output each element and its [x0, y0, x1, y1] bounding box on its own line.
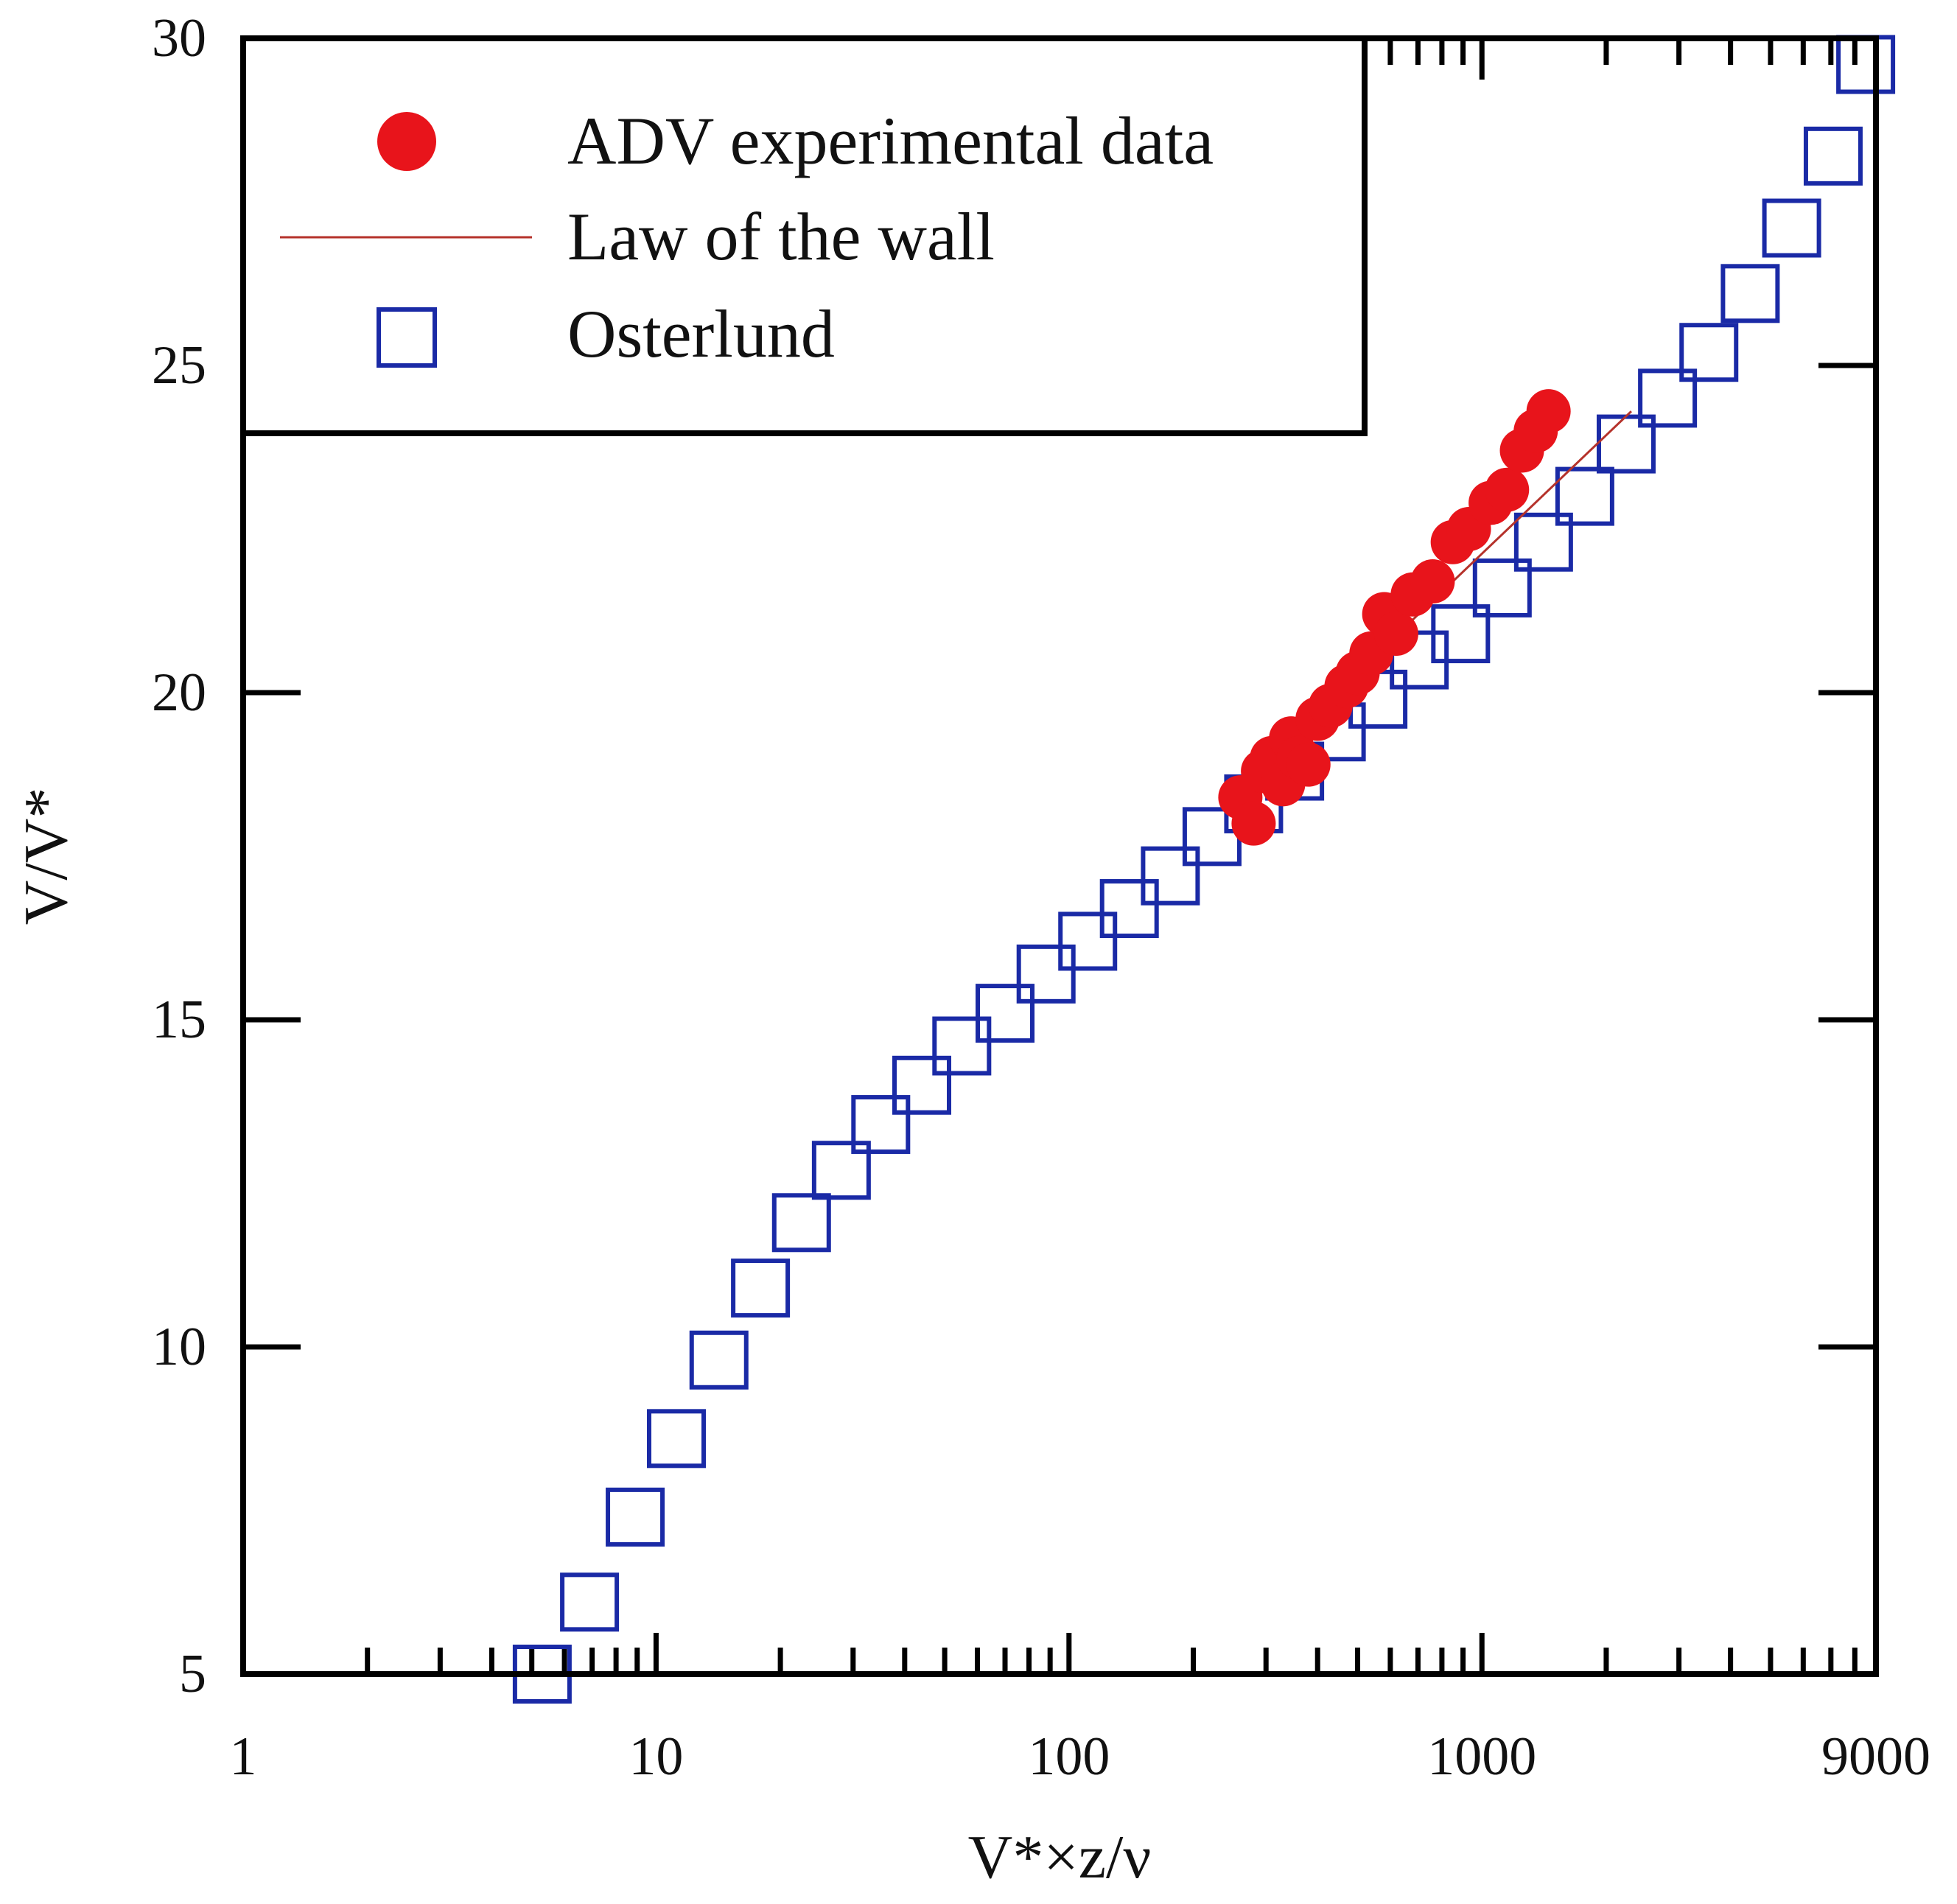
x-tick-labels: 1 10 100 1000 9000 — [230, 1726, 1931, 1787]
osterlund-point — [1141, 846, 1200, 906]
plot-series — [512, 35, 1896, 1704]
legend-adv-marker — [377, 112, 436, 171]
osterlund-point — [811, 1141, 871, 1200]
adv-point — [1373, 612, 1418, 657]
legend-adv-label: ADV experimental data — [567, 103, 1214, 178]
osterlund-point — [1016, 944, 1076, 1004]
x-axis-title: V*×z/ν — [968, 1823, 1152, 1891]
osterlund-point — [1555, 466, 1614, 526]
adv-point — [1286, 742, 1331, 787]
y-tick-labels: 5 10 15 20 25 30 — [152, 8, 206, 1704]
x-tick-label: 1000 — [1427, 1726, 1536, 1787]
y-tick-label: 5 — [179, 1644, 206, 1704]
y-tick-label: 25 — [152, 335, 206, 396]
legend-osterlund-label: Osterlund — [567, 296, 835, 371]
y-tick-label: 30 — [152, 8, 206, 69]
osterlund-point — [1679, 323, 1739, 382]
osterlund-point — [1513, 512, 1573, 572]
adv-point — [1231, 801, 1276, 846]
adv-point — [1485, 467, 1530, 512]
y-tick-label: 20 — [152, 662, 206, 723]
osterlund-point — [1058, 911, 1118, 971]
legend: ADV experimental data Law of the wall Os… — [240, 35, 1368, 436]
osterlund-point — [1472, 558, 1532, 617]
legend-law-label: Law of the wall — [567, 199, 995, 274]
x-tick-label: 10 — [629, 1726, 683, 1787]
osterlund-point — [892, 1055, 952, 1115]
osterlund-point — [731, 1259, 791, 1318]
osterlund-point — [851, 1095, 911, 1155]
osterlund-point — [1638, 368, 1698, 428]
osterlund-point — [1720, 264, 1780, 323]
osterlund-point — [976, 984, 1035, 1043]
x-tick-label: 9000 — [1821, 1726, 1930, 1787]
adv-point — [1526, 389, 1571, 434]
osterlund-point — [1836, 35, 1896, 94]
adv-point — [1410, 559, 1455, 604]
osterlund-point — [689, 1330, 749, 1390]
legend-osterlund-marker — [377, 307, 437, 368]
osterlund-point — [771, 1193, 831, 1253]
osterlund-point — [1099, 879, 1159, 939]
osterlund-point — [1803, 126, 1863, 186]
x-tick-label: 1 — [230, 1726, 257, 1787]
x-tick-label: 100 — [1028, 1726, 1110, 1787]
osterlund-point — [560, 1572, 620, 1632]
osterlund-point — [1182, 807, 1242, 867]
y-axis-title: V/V* — [12, 788, 80, 925]
osterlund-point — [646, 1409, 706, 1469]
y-tick-label: 10 — [152, 1317, 206, 1377]
osterlund-point — [1762, 198, 1821, 258]
osterlund-point — [606, 1487, 665, 1547]
osterlund-point — [932, 1016, 992, 1076]
osterlund-point — [1431, 604, 1491, 664]
y-tick-label: 15 — [152, 990, 206, 1050]
